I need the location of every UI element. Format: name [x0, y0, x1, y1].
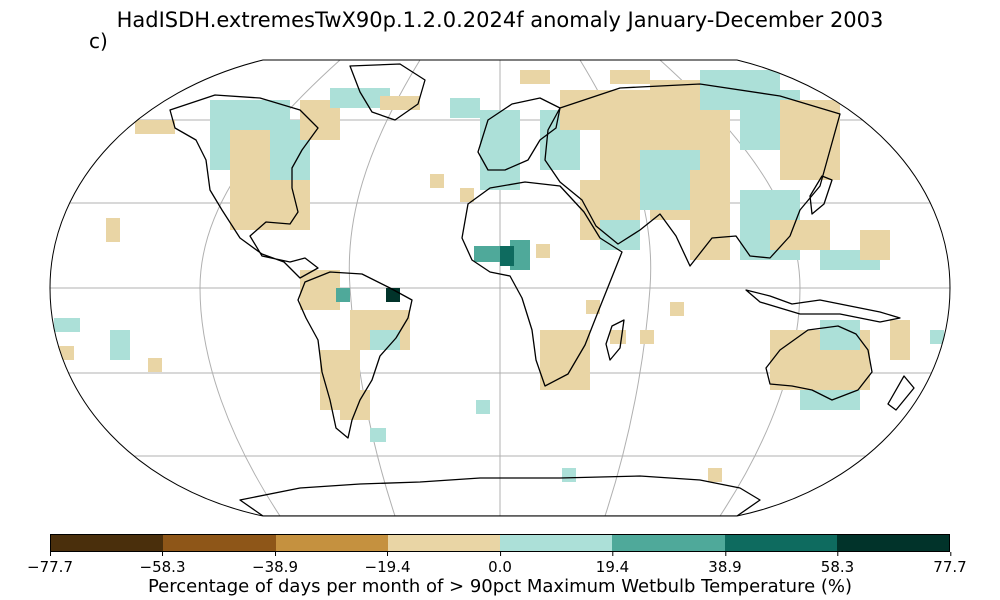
coast-south-america	[297, 271, 413, 439]
grid-cell	[536, 244, 550, 258]
coast-africa	[461, 181, 623, 387]
coast-madagascar	[605, 319, 625, 361]
grid-cell	[54, 318, 80, 332]
grid-cell	[890, 320, 910, 360]
grid-cell	[780, 100, 840, 180]
colorbar-segment	[500, 535, 613, 551]
grid-cell	[336, 288, 350, 302]
grid-cell	[586, 300, 600, 314]
coast-indonesia	[745, 289, 901, 323]
grid-cell	[135, 120, 175, 134]
coast-asia	[544, 83, 841, 267]
grid-cell	[690, 170, 730, 260]
colorbar-segment	[163, 535, 276, 551]
grid-cell	[380, 96, 420, 110]
grid-cell	[110, 330, 130, 360]
coast-australia	[765, 325, 873, 401]
coast-antarctica	[239, 475, 761, 516]
coast-new-zealand	[887, 375, 915, 411]
coast-japan	[809, 175, 833, 215]
map-boundary	[49, 59, 951, 517]
colorbar-tick: −58.3	[140, 552, 185, 576]
colorbar-segment	[275, 535, 388, 551]
colorbar-tick: 77.7	[933, 552, 967, 576]
colorbar-segment	[836, 535, 949, 551]
colorbar-tick: 58.3	[821, 552, 854, 576]
grid-cell	[370, 330, 400, 350]
grid-cell	[540, 330, 590, 390]
map-title: HadISDH.extremesTwX90p.1.2.0.2024f anoma…	[116, 8, 884, 32]
coast-europe	[477, 97, 561, 171]
colorbar-label: Percentage of days per month of > 90pct …	[147, 576, 853, 597]
grid-cell	[670, 302, 684, 316]
grid-cell	[450, 98, 480, 118]
colorbar-segment	[612, 535, 725, 551]
grid-cell	[148, 358, 162, 372]
colorbar-tick: −19.4	[365, 552, 410, 576]
grid-cell	[610, 330, 626, 344]
grid-cell	[520, 70, 550, 84]
anomaly-cells	[54, 70, 944, 482]
world-map	[49, 59, 951, 517]
grid-cell	[640, 330, 654, 344]
grid-cell	[820, 320, 860, 350]
colorbar-segment	[51, 535, 164, 551]
colorbar	[50, 534, 950, 552]
grid-cell	[610, 70, 650, 84]
grid-cell	[510, 240, 530, 270]
panel-label: c)	[89, 29, 108, 53]
coast-greenland	[349, 63, 426, 121]
colorbar-tick: 0.0	[488, 552, 512, 576]
colorbar-segment	[387, 535, 500, 551]
grid-cell	[860, 230, 890, 260]
grid-cell	[480, 110, 520, 190]
grid-cell	[106, 218, 120, 242]
grid-cell	[500, 246, 514, 266]
grid-cell	[370, 428, 386, 442]
grid-cell	[340, 390, 370, 420]
colorbar-tick: −38.9	[252, 552, 298, 576]
coastlines	[169, 63, 915, 516]
grid-cell	[708, 468, 722, 482]
grid-cell	[562, 468, 576, 482]
grid-cell	[330, 88, 390, 108]
colorbar-tick: 19.4	[596, 552, 629, 576]
colorbar-ticks: −77.7 −58.3 −38.9 −19.4 0.0 19.4 38.9 58.3 77.7	[0, 552, 1000, 576]
grid-cell	[476, 400, 490, 414]
colorbar-tick: 38.9	[708, 552, 742, 576]
grid-cell	[770, 220, 830, 250]
grid-cell	[430, 174, 444, 188]
colorbar-segment	[724, 535, 837, 551]
grid-cell	[930, 330, 944, 344]
grid-cell	[460, 188, 474, 202]
colorbar-tick: −77.7	[27, 552, 73, 576]
coast-north-america	[169, 94, 319, 279]
